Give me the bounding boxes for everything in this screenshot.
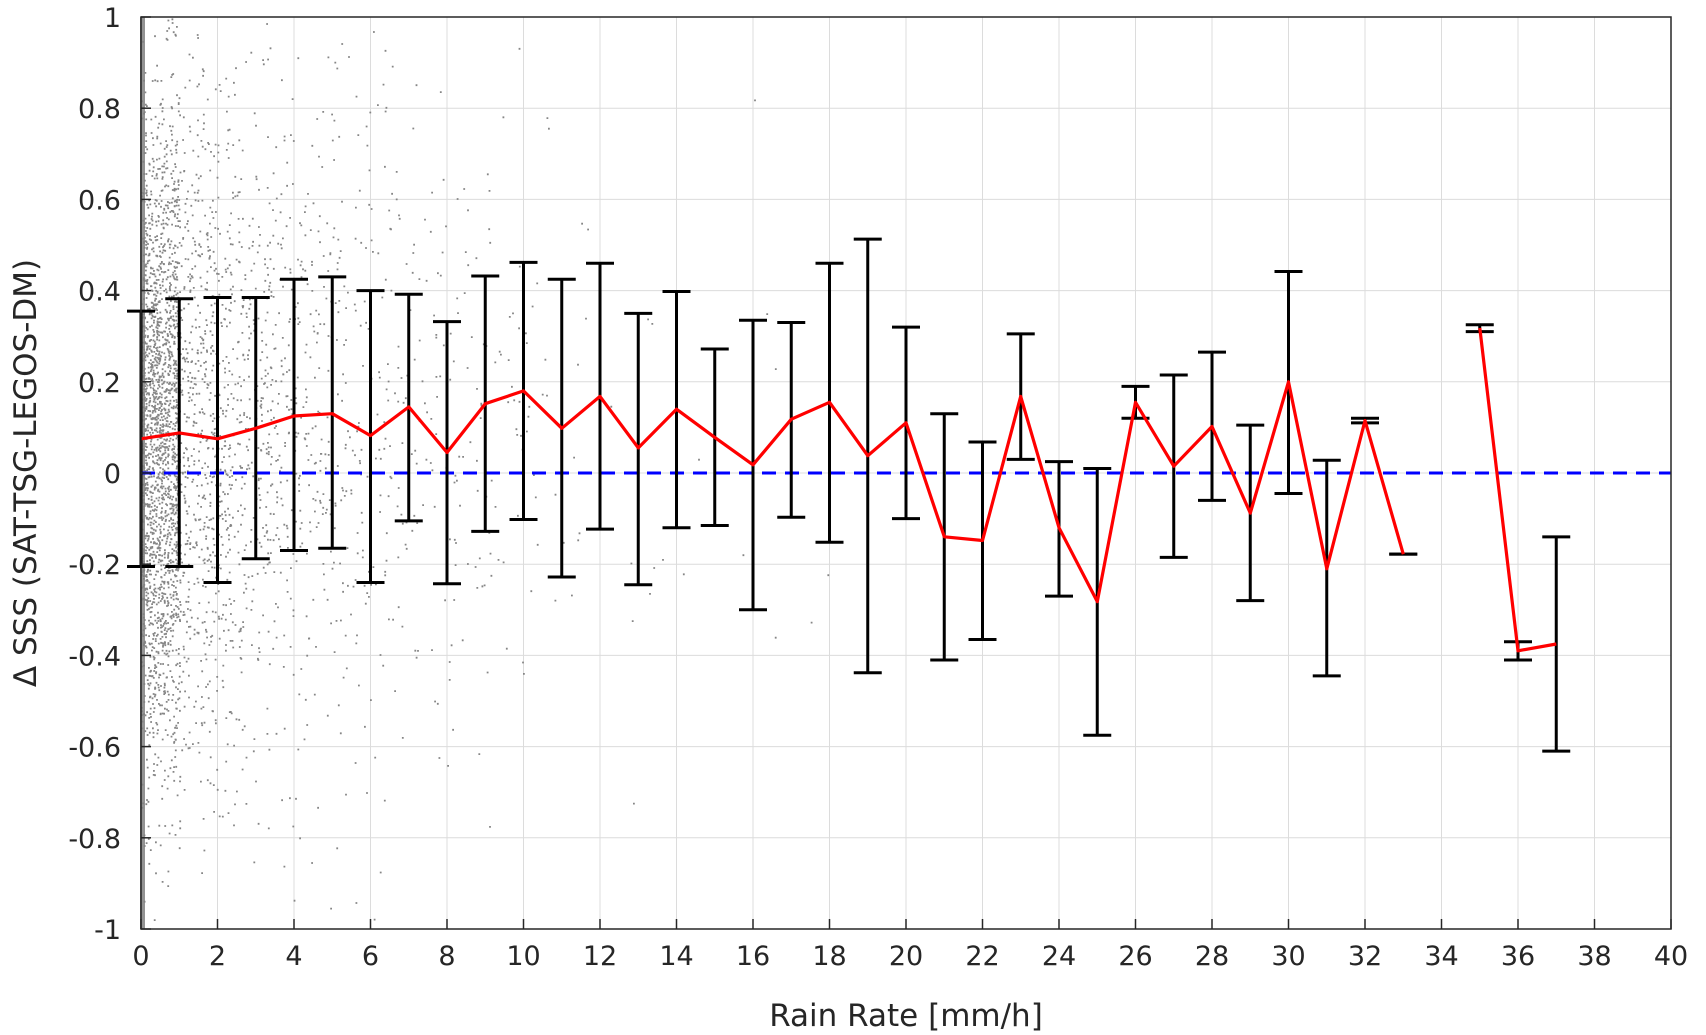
y-tick-label: -0.6 [68, 733, 121, 764]
x-tick-label: 14 [659, 941, 693, 972]
x-tick-label: 6 [362, 941, 379, 972]
x-tick-label: 8 [438, 941, 455, 972]
y-tick-label: 0.4 [78, 277, 121, 308]
y-axis-label: Δ SSS (SAT-TSG-LEGOS-DM) [8, 259, 44, 687]
y-tick-label: 0.8 [78, 94, 121, 125]
y-tick-label: 0.2 [78, 368, 121, 399]
x-tick-label: 10 [506, 941, 540, 972]
mean-line-segment [140, 380, 1405, 604]
x-tick-label: 18 [812, 941, 846, 972]
y-tick-label: -1 [94, 915, 121, 946]
y-tick-label: 1 [104, 3, 121, 34]
x-tick-label: 26 [1118, 941, 1152, 972]
y-tick-label: 0 [104, 459, 121, 490]
x-tick-label: 28 [1195, 941, 1229, 972]
x-tick-label: 22 [965, 941, 999, 972]
x-tick-label: 20 [889, 941, 923, 972]
y-tick-label: -0.8 [68, 824, 121, 855]
x-axis-ticks: 0 2 4 6 8 10 12 14 16 18 20 22 24 26 28 30 32 34 36 38 40 [132, 919, 1688, 972]
x-tick-label: 16 [736, 941, 770, 972]
x-tick-label: 36 [1501, 941, 1535, 972]
y-tick-label: -0.2 [68, 550, 121, 581]
x-axis-label: Rain Rate [mm/h] [769, 998, 1043, 1034]
x-tick-label: 34 [1424, 941, 1458, 972]
x-tick-label: 12 [583, 941, 617, 972]
y-tick-label: 0.6 [78, 185, 121, 216]
x-tick-label: 40 [1654, 941, 1688, 972]
x-tick-label: 2 [209, 941, 226, 972]
x-tick-label: 38 [1577, 941, 1611, 972]
x-tick-label: 0 [132, 941, 149, 972]
x-tick-label: 4 [285, 941, 302, 972]
y-axis-ticks: -1 -0.8 -0.6 -0.4 -0.2 0 0.2 0.4 0.6 0.8 1 [68, 3, 151, 946]
x-tick-label: 32 [1348, 941, 1382, 972]
y-tick-label: -0.4 [68, 641, 121, 672]
x-tick-label: 24 [1042, 941, 1076, 972]
mean-line [140, 327, 1557, 653]
mean-line-segment [1478, 327, 1557, 653]
x-tick-label: 30 [1271, 941, 1305, 972]
